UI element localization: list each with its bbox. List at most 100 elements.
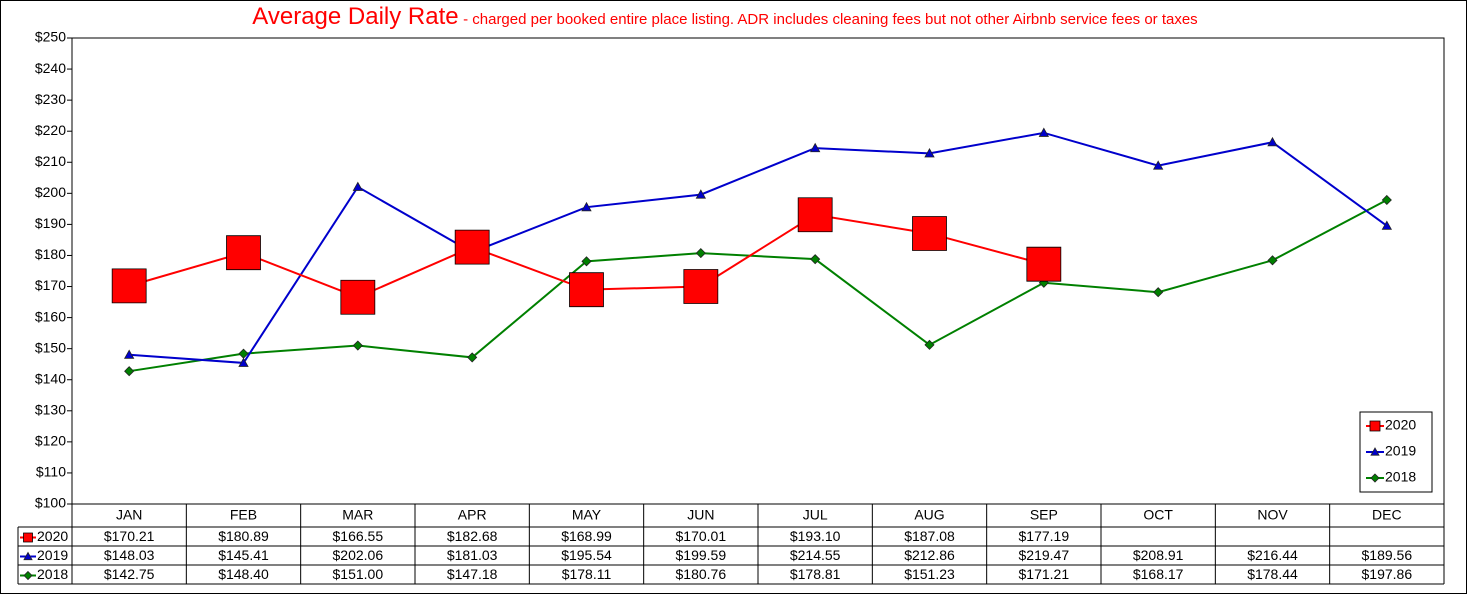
table-cell: $166.55 xyxy=(333,528,384,544)
table-cell: $151.23 xyxy=(904,566,955,582)
table-cell: $180.76 xyxy=(676,566,727,582)
table-row-label: 2019 xyxy=(37,547,68,563)
y-tick-label: $160 xyxy=(35,308,66,324)
y-tick-label: $180 xyxy=(35,246,66,262)
title-block: Average Daily Rate - charged per booked … xyxy=(150,3,1300,31)
x-tick-label: OCT xyxy=(1143,507,1173,523)
table-cell: $208.91 xyxy=(1133,547,1184,563)
data-point xyxy=(467,352,478,363)
table-cell: $197.86 xyxy=(1362,566,1413,582)
y-tick-label: $170 xyxy=(35,277,66,293)
legend-key-marker xyxy=(1369,420,1381,432)
data-point xyxy=(810,254,821,265)
legend-key-marker xyxy=(1370,473,1380,483)
table-cell: $202.06 xyxy=(333,547,384,563)
table-cell: $199.59 xyxy=(676,547,727,563)
x-tick-label: JUN xyxy=(687,507,714,523)
table-cell: $142.75 xyxy=(104,566,155,582)
table-cell: $177.19 xyxy=(1019,528,1070,544)
data-point xyxy=(924,339,935,350)
data-point xyxy=(797,197,833,233)
data-point xyxy=(695,189,707,199)
table-cell: $170.01 xyxy=(676,528,727,544)
data-point xyxy=(1381,220,1393,230)
data-point xyxy=(581,201,592,212)
data-point xyxy=(569,272,604,308)
y-tick-label: $150 xyxy=(35,339,66,355)
data-point xyxy=(1267,136,1278,147)
x-tick-label: SEP xyxy=(1030,507,1058,523)
table-cell: $145.41 xyxy=(218,547,269,563)
data-point xyxy=(454,229,490,265)
table-cell: $168.99 xyxy=(561,528,612,544)
y-tick-label: $120 xyxy=(35,433,66,449)
x-tick-label: NOV xyxy=(1257,507,1288,523)
chart-title: Average Daily Rate xyxy=(252,3,459,30)
table-cell: $195.54 xyxy=(561,547,612,563)
table-cell: $148.40 xyxy=(218,566,269,582)
y-tick-label: $110 xyxy=(36,464,66,480)
data-point xyxy=(124,366,135,377)
x-tick-label: MAR xyxy=(342,507,373,523)
y-tick-label: $250 xyxy=(35,29,66,45)
data-point xyxy=(238,357,249,367)
data-point xyxy=(1038,127,1050,137)
table-key-marker xyxy=(23,532,33,543)
table-key-marker xyxy=(23,551,33,561)
table-cell: $168.17 xyxy=(1133,566,1184,582)
x-tick-label: FEB xyxy=(230,507,257,523)
table-cell: $182.68 xyxy=(447,528,498,544)
table-cell: $148.03 xyxy=(104,547,155,563)
table-cell: $170.21 xyxy=(104,528,155,544)
data-point xyxy=(1026,246,1062,282)
data-point xyxy=(581,256,592,267)
table-row-label: 2018 xyxy=(37,566,68,582)
table-cell: $219.47 xyxy=(1019,547,1070,563)
series-line xyxy=(129,199,1388,373)
legend-label: 2019 xyxy=(1385,443,1416,459)
y-tick-label: $200 xyxy=(35,184,66,200)
x-tick-label: AUG xyxy=(914,507,944,523)
y-tick-label: $190 xyxy=(35,215,66,231)
table-cell: $193.10 xyxy=(790,528,841,544)
table-cell: $178.81 xyxy=(790,566,841,582)
data-point xyxy=(340,279,376,315)
data-point xyxy=(352,181,364,191)
data-point xyxy=(1381,194,1392,206)
x-tick-label: MAY xyxy=(572,507,602,523)
table-cell: $171.21 xyxy=(1019,566,1070,582)
x-tick-label: APR xyxy=(458,507,487,523)
y-tick-label: $130 xyxy=(35,402,66,418)
data-point xyxy=(352,340,363,351)
data-point xyxy=(912,216,947,251)
data-point xyxy=(1152,160,1164,170)
series-line xyxy=(129,131,1388,364)
y-tick-label: $100 xyxy=(35,495,66,511)
chart-subtitle: - charged per booked entire place listin… xyxy=(463,11,1198,28)
x-tick-label: JUL xyxy=(803,507,828,523)
plot-area xyxy=(71,37,1445,505)
data-point xyxy=(809,142,821,153)
table-cell: $189.56 xyxy=(1362,547,1413,563)
y-tick-label: $140 xyxy=(35,370,66,386)
table-cell: $178.44 xyxy=(1247,566,1298,582)
y-tick-label: $220 xyxy=(35,122,66,138)
y-tick-label: $240 xyxy=(35,60,66,76)
data-point xyxy=(695,248,706,259)
table-cell: $180.89 xyxy=(218,528,269,544)
legend-label: 2020 xyxy=(1385,417,1416,433)
legend-key-marker xyxy=(1370,447,1380,456)
x-tick-label: DEC xyxy=(1372,507,1402,523)
x-tick-label: JAN xyxy=(116,507,142,523)
table-key-marker xyxy=(23,570,33,581)
table-cell: $178.11 xyxy=(562,566,612,582)
table-cell: $147.18 xyxy=(447,566,498,582)
table-cell: $181.03 xyxy=(447,547,498,563)
table-cell: $151.00 xyxy=(333,566,384,582)
y-tick-label: $210 xyxy=(35,153,66,169)
data-point xyxy=(924,148,935,158)
data-point xyxy=(683,269,719,304)
y-tick-label: $230 xyxy=(35,91,66,107)
